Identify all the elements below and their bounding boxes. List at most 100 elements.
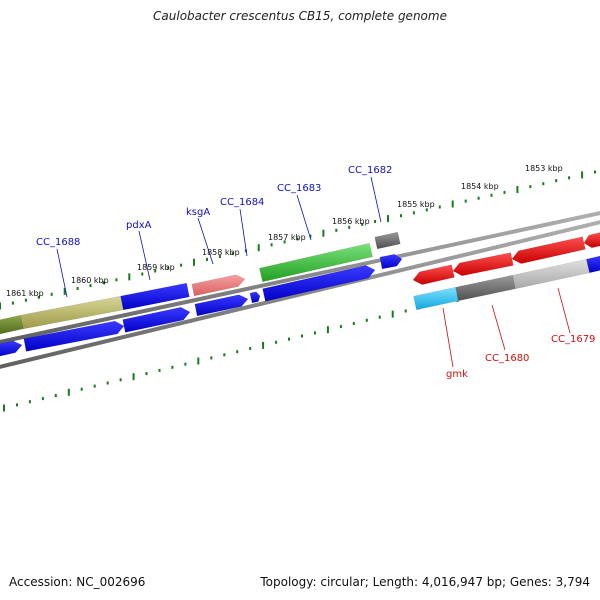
major-tick	[193, 258, 195, 266]
minor-tick	[361, 222, 364, 226]
minor-tick	[270, 243, 273, 247]
major-tick	[67, 388, 70, 396]
scale-label: 1858 kbp	[202, 248, 240, 257]
minor-tick	[314, 331, 316, 335]
leader-line	[296, 194, 312, 241]
gene-arrow	[259, 242, 373, 283]
minor-tick	[223, 353, 226, 357]
minor-tick	[339, 325, 342, 329]
gene-arrow	[374, 231, 401, 250]
minor-tick	[93, 384, 96, 388]
minor-tick	[464, 199, 467, 203]
major-tick	[197, 357, 200, 365]
gene-arrow	[379, 254, 403, 270]
minor-tick	[206, 257, 208, 261]
gene-arrow	[249, 291, 261, 304]
minor-tick	[335, 228, 338, 232]
gene-arrow	[586, 255, 600, 274]
gene-arrow	[120, 282, 190, 311]
gene-arrow	[262, 265, 376, 302]
minor-tick	[249, 347, 252, 350]
minor-tick	[119, 378, 122, 382]
minor-tick	[141, 272, 144, 276]
minor-tick	[275, 340, 278, 344]
major-tick	[128, 273, 131, 281]
minor-tick	[180, 263, 183, 267]
major-tick	[257, 244, 260, 252]
leader-line	[138, 230, 151, 281]
gene-labels-top: CC_1688 pdxA ksgA CC_1684 CC_1683 CC_168…	[36, 165, 392, 248]
scale-label: 1857 kbp	[268, 233, 306, 242]
minor-tick	[102, 281, 105, 285]
major-tick	[326, 326, 329, 334]
gene-arrow	[194, 294, 249, 317]
gene-features	[0, 231, 600, 357]
minor-tick	[288, 337, 290, 341]
gene-label-gmk: gmk	[446, 369, 468, 380]
major-tick	[262, 341, 265, 349]
gene-arrow	[0, 340, 23, 357]
gene-arrow	[23, 320, 125, 352]
minor-tick	[438, 205, 441, 209]
minor-tick	[348, 225, 351, 229]
major-tick	[132, 373, 135, 381]
minor-tick	[171, 365, 174, 369]
minor-tick	[503, 190, 506, 194]
minor-tick	[210, 356, 213, 360]
minor-tick	[231, 252, 234, 256]
leader-line	[370, 176, 382, 223]
minor-tick	[412, 211, 415, 215]
gene-label-cc-1679: CC_1679	[551, 334, 595, 345]
minor-tick	[400, 214, 402, 218]
label-leaders	[56, 176, 571, 368]
minor-tick	[296, 237, 299, 241]
genome-summary-text: Topology: circular; Length: 4,016,947 bp…	[260, 575, 590, 589]
major-tick	[387, 215, 389, 223]
minor-tick	[352, 322, 355, 325]
gene-label-ksga: ksgA	[186, 207, 210, 218]
minor-tick	[244, 249, 247, 253]
gene-arrow	[512, 258, 590, 290]
gene-label-cc-1680: CC_1680	[485, 353, 529, 364]
minor-tick	[24, 298, 27, 302]
minor-tick	[11, 301, 14, 305]
minor-tick	[115, 278, 118, 282]
minor-tick	[158, 368, 161, 372]
major-tick	[322, 229, 325, 237]
minor-tick	[50, 292, 53, 296]
gene-label-cc-1684: CC_1684	[220, 197, 264, 208]
minor-tick	[28, 400, 31, 404]
minor-tick	[16, 403, 18, 407]
minor-tick	[374, 220, 377, 223]
minor-tick	[76, 287, 79, 290]
minor-tick	[41, 397, 44, 401]
minor-tick	[555, 179, 558, 183]
gene-label-cc-1688: CC_1688	[36, 237, 80, 248]
minor-tick	[37, 295, 40, 299]
minor-tick	[568, 176, 571, 180]
scale-labels: 1861 kbp 1860 kbp 1859 kbp 1858 kbp 1857…	[6, 164, 563, 298]
leader-line	[197, 217, 214, 265]
backbone-line	[0, 220, 600, 369]
minor-tick	[309, 234, 312, 238]
scale-label: 1854 kbp	[461, 182, 499, 191]
scale-label: 1859 kbp	[137, 263, 175, 272]
minor-tick	[529, 185, 532, 189]
minor-tick	[365, 318, 368, 322]
minor-tick	[425, 208, 428, 212]
minor-tick	[542, 182, 545, 186]
major-tick	[0, 302, 1, 310]
minor-tick	[89, 284, 92, 288]
minor-tick	[477, 196, 480, 200]
minor-tick	[106, 381, 109, 385]
minor-tick	[145, 372, 148, 376]
backbone-line	[0, 211, 600, 344]
minor-tick	[154, 269, 157, 273]
major-tick	[3, 404, 5, 412]
gene-label-cc-1683: CC_1683	[277, 183, 321, 194]
leader-line	[239, 208, 248, 257]
leader-line	[491, 304, 506, 351]
gene-arrow	[455, 274, 516, 302]
gene-arrow	[583, 232, 600, 249]
